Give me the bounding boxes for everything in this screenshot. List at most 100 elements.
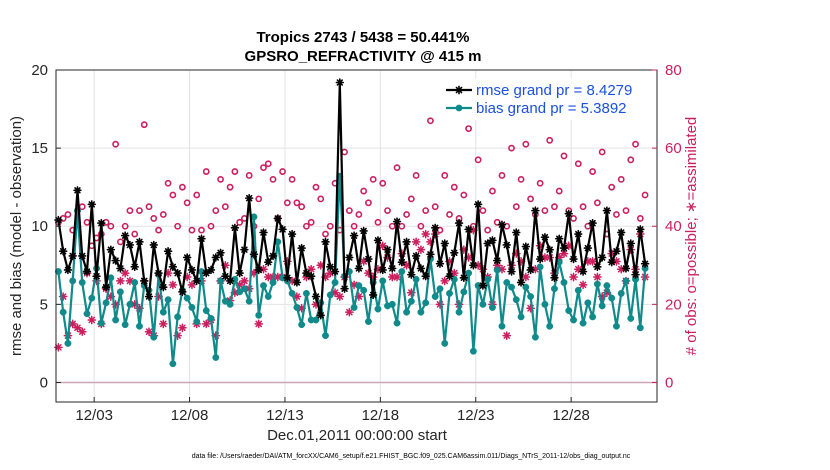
x-tick-label: 12/28 xyxy=(552,407,590,424)
asterisk-stroke xyxy=(598,254,606,261)
rmse-point xyxy=(235,268,244,278)
rmse-point xyxy=(330,267,340,276)
obs-possible-point xyxy=(608,183,616,191)
rmse-point xyxy=(440,239,449,248)
asterisk-stroke xyxy=(79,252,86,260)
asterisk-stroke xyxy=(265,258,272,266)
asterisk-stroke xyxy=(155,269,162,277)
rmse-point xyxy=(459,273,469,282)
rmse-point xyxy=(593,262,602,272)
obs-possible-point xyxy=(131,230,139,238)
obs-possible-point xyxy=(522,140,530,148)
obs-possible-point xyxy=(403,211,410,218)
rmse-point xyxy=(111,256,120,265)
asterisk-stroke xyxy=(169,281,177,289)
rmse-point xyxy=(535,254,545,264)
rmse-point xyxy=(278,225,287,234)
asterisk-stroke xyxy=(331,268,339,275)
y2-axis-label: # of obs: o=possible; ∗=assimilated xyxy=(683,117,700,356)
asterisk-stroke xyxy=(417,265,425,272)
bias-point xyxy=(102,299,110,307)
asterisk-stroke xyxy=(522,273,530,281)
obs-assimilated-point xyxy=(387,272,397,282)
legend-rmse-marker xyxy=(454,85,464,95)
asterisk-stroke xyxy=(136,238,143,246)
obs-possible-point xyxy=(121,222,129,230)
asterisk-stroke xyxy=(517,279,525,286)
obs-possible-point xyxy=(450,183,458,191)
asterisk-stroke xyxy=(179,288,186,296)
bias-point xyxy=(97,319,105,327)
rmse-point xyxy=(345,253,354,262)
legend-bias-swatch xyxy=(446,104,472,112)
asterisk-stroke xyxy=(193,277,200,285)
obs-possible-point xyxy=(579,203,587,211)
rmse-point xyxy=(211,253,220,262)
asterisk-stroke xyxy=(465,226,472,233)
asterisk-stroke xyxy=(207,266,215,274)
bias-point xyxy=(88,294,96,302)
asterisk-stroke xyxy=(412,238,420,246)
rmse-point xyxy=(182,253,192,262)
obs-possible-point xyxy=(255,195,263,203)
bias-point xyxy=(541,300,549,308)
obs-assimilated-point xyxy=(178,323,187,333)
bias-point xyxy=(164,296,172,304)
asterisk-stroke xyxy=(198,235,205,242)
data-file-footnote: data file: /Users/raeder/DAI/ATM_forcXX/… xyxy=(192,453,631,460)
obs-possible-point xyxy=(422,207,430,215)
obs-possible-point xyxy=(317,195,325,203)
asterisk-stroke xyxy=(145,328,153,335)
asterisk-stroke xyxy=(284,274,291,281)
bias-point xyxy=(512,296,520,304)
y-tick-label: 10 xyxy=(31,218,48,235)
rmse-point xyxy=(640,259,650,268)
asterisk-stroke xyxy=(374,237,382,244)
obs-assimilated-point xyxy=(440,276,450,286)
rmse-point xyxy=(626,239,635,248)
rmse-point xyxy=(354,264,364,273)
bias-point xyxy=(388,300,396,308)
rmse-point xyxy=(326,262,335,272)
y-axis-left: 0 5 10 15 20 xyxy=(31,62,61,391)
obs-possible-point xyxy=(484,226,492,234)
asterisk-stroke xyxy=(88,201,95,208)
obs-possible-point xyxy=(236,218,244,226)
obs-possible-point xyxy=(116,238,124,246)
obs-possible-point xyxy=(431,203,439,211)
rmse-point xyxy=(173,268,182,278)
legend-bias-marker xyxy=(455,104,463,112)
obs-possible-point xyxy=(379,179,387,187)
rmse-point xyxy=(407,270,416,279)
asterisk-stroke xyxy=(422,230,429,238)
bias-point xyxy=(617,289,625,297)
bias-point xyxy=(260,282,267,290)
asterisk-stroke xyxy=(174,269,181,277)
bias-point xyxy=(431,293,439,300)
asterisk-stroke xyxy=(260,229,267,236)
obs-possible-point xyxy=(412,172,420,179)
rmse-point xyxy=(435,259,445,268)
bias-point xyxy=(479,300,487,308)
asterisk-stroke xyxy=(551,274,558,281)
obs-possible-point xyxy=(617,175,625,183)
rmse-point xyxy=(402,237,411,247)
obs-assimilated-point xyxy=(569,272,578,282)
series-rmse xyxy=(54,78,650,320)
obs-possible-point xyxy=(460,191,468,199)
obs-possible-point xyxy=(322,230,329,238)
bias-point xyxy=(322,332,329,340)
asterisk-stroke xyxy=(508,268,515,275)
obs-assimilated-point xyxy=(158,319,168,329)
rmse-point xyxy=(373,236,383,245)
asterisk-stroke xyxy=(422,273,429,280)
rmse-point xyxy=(521,242,531,251)
obs-possible-point xyxy=(398,222,406,230)
rmse-point xyxy=(636,225,645,234)
obs-possible-point xyxy=(369,175,377,183)
bias-point xyxy=(603,282,611,290)
asterisk-stroke xyxy=(465,254,472,261)
obs-possible-point xyxy=(541,207,549,215)
bias-point xyxy=(622,277,630,285)
plot-frame xyxy=(55,69,658,403)
